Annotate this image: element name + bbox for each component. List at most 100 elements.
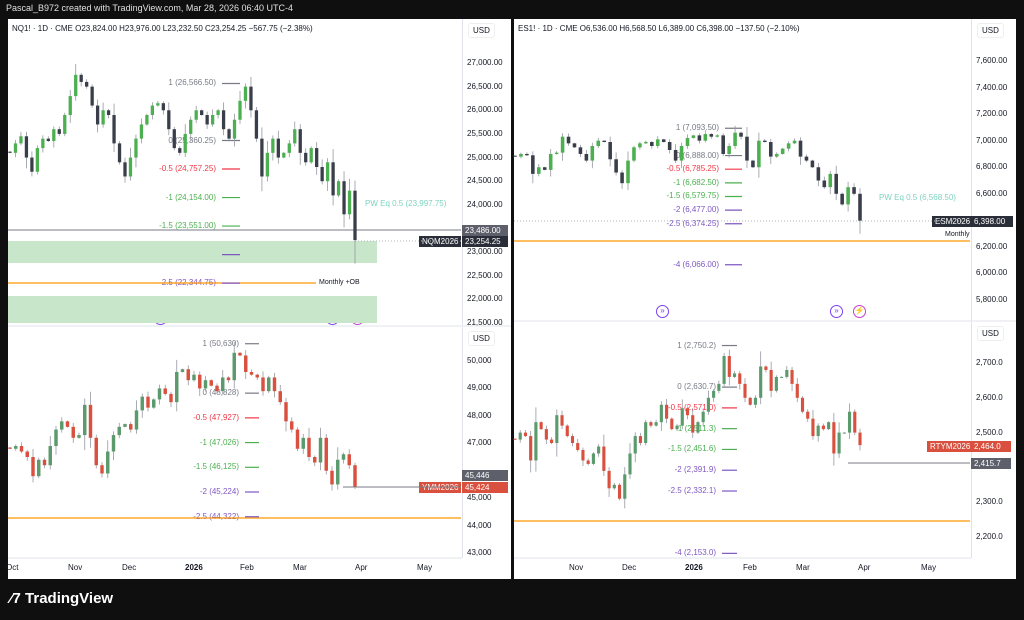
candle <box>531 151 535 184</box>
fib-level-label: -2 (2,391.9) <box>674 465 716 475</box>
candle <box>298 124 302 165</box>
price-axis[interactable] <box>971 19 1016 321</box>
candle-body <box>189 119 193 134</box>
candle <box>106 440 110 479</box>
price-tag: 2,464.0 <box>971 441 1011 452</box>
price-axis[interactable] <box>462 19 511 325</box>
candle-body <box>123 424 127 427</box>
candle-body <box>156 103 160 106</box>
candle <box>271 135 275 161</box>
candle <box>644 419 648 446</box>
candle-body <box>112 115 116 144</box>
candle-body <box>774 153 779 157</box>
candle <box>111 431 116 461</box>
candle-body <box>612 484 616 489</box>
candle <box>198 371 202 396</box>
candle-body <box>581 450 585 461</box>
candle-body <box>25 451 29 458</box>
candle <box>523 430 528 438</box>
candle-body <box>255 374 259 378</box>
symbol-legend[interactable]: ES1! · 1D · CME O6,536.00 H6,568.50 L6,3… <box>518 24 800 33</box>
candle-body <box>632 147 636 161</box>
candle <box>608 136 612 167</box>
symbol-legend[interactable]: NQ1! · 1D · CME O23,824.00 H23,976.00 L2… <box>12 24 313 33</box>
candle <box>661 138 666 143</box>
candle <box>519 152 523 159</box>
forward-arrow-event-icon[interactable]: » <box>830 305 843 318</box>
candle <box>249 369 254 376</box>
candle-body <box>249 371 254 375</box>
fib-level-label: 1 (50,630) <box>202 338 239 348</box>
currency-button[interactable]: USD <box>468 331 495 346</box>
candle-body <box>644 142 648 144</box>
candle <box>227 127 231 140</box>
fib-level-label: -0.5 (47,927) <box>193 412 239 422</box>
x-tick-label: May <box>921 563 937 572</box>
candle-body <box>542 167 547 170</box>
candle <box>534 407 538 472</box>
y-tick-label: 45,000 <box>467 493 492 503</box>
price-axis[interactable] <box>462 327 511 558</box>
candle-body <box>19 446 24 452</box>
candle <box>71 422 75 443</box>
candle-body <box>244 355 248 372</box>
candle <box>282 152 286 159</box>
candle-body <box>798 140 803 157</box>
currency-button[interactable]: USD <box>977 23 1004 38</box>
candle <box>764 365 768 373</box>
candle <box>14 444 18 451</box>
candle-body <box>675 425 679 430</box>
candle <box>768 138 773 165</box>
y-tick-label: 7,400.00 <box>976 82 1008 92</box>
candle <box>790 366 794 392</box>
candle-body <box>821 425 825 430</box>
forward-arrow-event-icon[interactable]: » <box>656 305 669 318</box>
candle-body <box>523 432 528 437</box>
candle <box>163 384 167 396</box>
price-axis[interactable] <box>971 322 1016 558</box>
right-pane[interactable] <box>514 19 1016 579</box>
candle-body <box>544 429 548 440</box>
candle <box>560 410 564 430</box>
candle-body <box>106 451 110 474</box>
candle <box>65 420 70 428</box>
price-tag: 23,254.25 <box>462 236 508 247</box>
candle-body <box>608 142 612 160</box>
candle-body <box>24 136 29 158</box>
candle <box>584 150 589 163</box>
candle-body <box>822 180 827 188</box>
candle <box>774 152 779 158</box>
y-tick-label: 22,500.00 <box>467 270 503 280</box>
candle-body <box>842 432 846 434</box>
candle <box>341 452 346 464</box>
candle <box>785 365 789 379</box>
candle-body <box>313 457 317 463</box>
candle <box>94 434 98 469</box>
candle-body <box>216 110 220 116</box>
candle <box>112 103 116 153</box>
candle-body <box>753 397 758 405</box>
candle <box>315 142 319 175</box>
currency-button[interactable]: USD <box>977 326 1004 341</box>
candle-body <box>318 437 323 463</box>
candle-body <box>691 135 696 139</box>
candle-body <box>157 388 162 400</box>
candle-body <box>13 143 18 153</box>
candle <box>353 462 357 490</box>
x-tick-label: Mar <box>293 563 307 572</box>
header-title: Pascal_B972 created with TradingView.com… <box>6 3 293 13</box>
candle <box>347 178 352 220</box>
candle-body <box>35 148 40 172</box>
candle-body <box>732 373 737 377</box>
candle-body <box>739 132 743 137</box>
candle <box>560 133 565 161</box>
candle-body <box>596 140 601 146</box>
candle <box>816 162 821 187</box>
fib-level-label: -1 (47,026) <box>199 437 239 447</box>
currency-button[interactable]: USD <box>468 23 495 38</box>
lightning-event-icon[interactable]: ⚡ <box>853 305 866 318</box>
tradingview-logo[interactable]: ⁄7 TradingView <box>10 590 113 607</box>
candle-body <box>249 86 253 111</box>
candle <box>189 116 193 142</box>
